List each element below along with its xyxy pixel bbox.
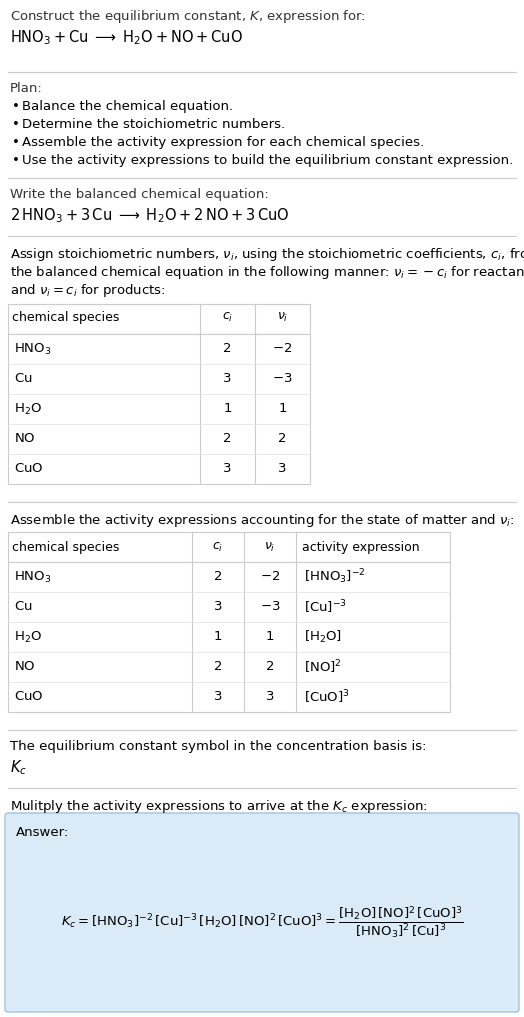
Bar <box>8 532 450 712</box>
Text: The equilibrium constant symbol in the concentration basis is:: The equilibrium constant symbol in the c… <box>10 740 427 753</box>
Text: $c_i$: $c_i$ <box>222 310 233 323</box>
Text: Answer:: Answer: <box>16 826 69 839</box>
Text: $-2$: $-2$ <box>260 571 280 584</box>
Text: 3: 3 <box>223 372 232 385</box>
Text: 2: 2 <box>214 660 222 673</box>
Text: 3: 3 <box>223 463 232 476</box>
Text: Determine the stoichiometric numbers.: Determine the stoichiometric numbers. <box>22 118 285 131</box>
Text: $\mathrm{CuO}$: $\mathrm{CuO}$ <box>14 463 43 476</box>
Text: $\mathrm{H_2O}$: $\mathrm{H_2O}$ <box>14 630 42 645</box>
Text: •: • <box>12 154 20 167</box>
Text: $K_c = [\mathrm{HNO_3}]^{-2}\,[\mathrm{Cu}]^{-3}\,[\mathrm{H_2O}]\,[\mathrm{NO}]: $K_c = [\mathrm{HNO_3}]^{-2}\,[\mathrm{C… <box>61 904 463 941</box>
Text: 2: 2 <box>214 571 222 584</box>
Text: $[\mathrm{H_2O}]$: $[\mathrm{H_2O}]$ <box>304 629 342 645</box>
Bar <box>8 304 310 484</box>
FancyBboxPatch shape <box>5 813 519 1012</box>
Text: 3: 3 <box>278 463 287 476</box>
Text: Construct the equilibrium constant, $K$, expression for:: Construct the equilibrium constant, $K$,… <box>10 8 366 25</box>
Text: $[\mathrm{HNO_3}]^{-2}$: $[\mathrm{HNO_3}]^{-2}$ <box>304 567 366 587</box>
Text: 3: 3 <box>214 600 222 613</box>
Text: Assemble the activity expressions accounting for the state of matter and $\nu_i$: Assemble the activity expressions accoun… <box>10 512 515 529</box>
Text: $\nu_i$: $\nu_i$ <box>264 540 276 553</box>
Text: $-2$: $-2$ <box>272 343 292 356</box>
Text: $\mathrm{Cu}$: $\mathrm{Cu}$ <box>14 372 32 385</box>
Text: •: • <box>12 100 20 113</box>
Text: 1: 1 <box>214 631 222 644</box>
Text: and $\nu_i = c_i$ for products:: and $\nu_i = c_i$ for products: <box>10 282 166 299</box>
Text: $\mathrm{HNO_3 + Cu \;\longrightarrow\; H_2O + NO + CuO}$: $\mathrm{HNO_3 + Cu \;\longrightarrow\; … <box>10 28 243 47</box>
Text: 2: 2 <box>223 432 232 445</box>
Text: chemical species: chemical species <box>12 540 119 553</box>
Text: 2: 2 <box>223 343 232 356</box>
Text: $\nu_i$: $\nu_i$ <box>277 310 288 323</box>
Text: $c_i$: $c_i$ <box>212 540 224 553</box>
Text: $\mathrm{HNO_3}$: $\mathrm{HNO_3}$ <box>14 342 51 357</box>
Text: $\mathrm{CuO}$: $\mathrm{CuO}$ <box>14 691 43 704</box>
Text: 1: 1 <box>278 403 287 416</box>
Text: $[\mathrm{NO}]^2$: $[\mathrm{NO}]^2$ <box>304 658 342 675</box>
Text: $-3$: $-3$ <box>260 600 280 613</box>
Text: Balance the chemical equation.: Balance the chemical equation. <box>22 100 233 113</box>
Text: $\mathrm{Cu}$: $\mathrm{Cu}$ <box>14 600 32 613</box>
Text: $[\mathrm{Cu}]^{-3}$: $[\mathrm{Cu}]^{-3}$ <box>304 598 347 615</box>
Text: activity expression: activity expression <box>302 540 420 553</box>
Text: $\mathrm{2\,HNO_3 + 3\,Cu \;\longrightarrow\; H_2O + 2\,NO + 3\,CuO}$: $\mathrm{2\,HNO_3 + 3\,Cu \;\longrightar… <box>10 206 290 225</box>
Text: $\mathrm{NO}$: $\mathrm{NO}$ <box>14 432 36 445</box>
Text: chemical species: chemical species <box>12 310 119 323</box>
Text: 2: 2 <box>266 660 274 673</box>
Text: Mulitply the activity expressions to arrive at the $K_c$ expression:: Mulitply the activity expressions to arr… <box>10 798 428 815</box>
Text: 1: 1 <box>223 403 232 416</box>
Text: $\mathrm{NO}$: $\mathrm{NO}$ <box>14 660 36 673</box>
Text: •: • <box>12 136 20 149</box>
Text: 3: 3 <box>266 691 274 704</box>
Text: Use the activity expressions to build the equilibrium constant expression.: Use the activity expressions to build th… <box>22 154 513 167</box>
Text: the balanced chemical equation in the following manner: $\nu_i = -c_i$ for react: the balanced chemical equation in the fo… <box>10 264 524 281</box>
Text: Assign stoichiometric numbers, $\nu_i$, using the stoichiometric coefficients, $: Assign stoichiometric numbers, $\nu_i$, … <box>10 246 524 263</box>
Text: 2: 2 <box>278 432 287 445</box>
Text: Assemble the activity expression for each chemical species.: Assemble the activity expression for eac… <box>22 136 424 149</box>
Text: $-3$: $-3$ <box>272 372 293 385</box>
Text: $\mathrm{HNO_3}$: $\mathrm{HNO_3}$ <box>14 570 51 585</box>
Text: Plan:: Plan: <box>10 82 43 95</box>
Text: 1: 1 <box>266 631 274 644</box>
Text: Write the balanced chemical equation:: Write the balanced chemical equation: <box>10 188 269 201</box>
Text: •: • <box>12 118 20 131</box>
Text: $\mathrm{H_2O}$: $\mathrm{H_2O}$ <box>14 402 42 417</box>
Text: $[\mathrm{CuO}]^3$: $[\mathrm{CuO}]^3$ <box>304 689 350 706</box>
Text: 3: 3 <box>214 691 222 704</box>
Text: $K_c$: $K_c$ <box>10 758 27 777</box>
